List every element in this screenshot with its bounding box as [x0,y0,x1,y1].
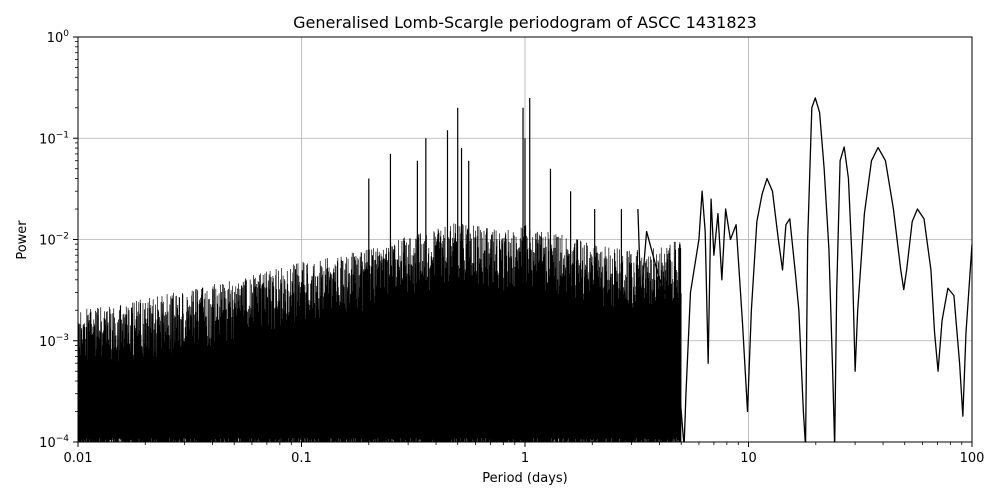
y-axis-label: Power [15,220,30,260]
y-tick-label: 10−2 [39,232,69,249]
chart-title: Generalised Lomb-Scargle periodogram of … [293,13,757,32]
x-tick-label: 100 [960,451,985,466]
x-axis-ticks: 0.01 0.1 1 10 100 [64,442,985,466]
x-tick-label: 1 [521,451,529,466]
x-tick-label: 0.1 [291,451,312,466]
y-tick-label: 10−1 [39,130,69,147]
x-tick-label: 0.01 [64,451,93,466]
y-tick-label: 10−4 [39,434,69,451]
x-axis-label: Period (days) [482,471,568,486]
series-group [78,97,972,442]
y-tick-label: 100 [47,29,70,46]
periodogram-smooth-line [637,97,972,442]
y-axis-ticks: 10−4 10−3 10−2 10−1 100 [39,29,78,451]
y-tick-label: 10−3 [39,333,69,350]
periodogram-noise-line [78,223,682,442]
x-tick-label: 10 [740,451,757,466]
